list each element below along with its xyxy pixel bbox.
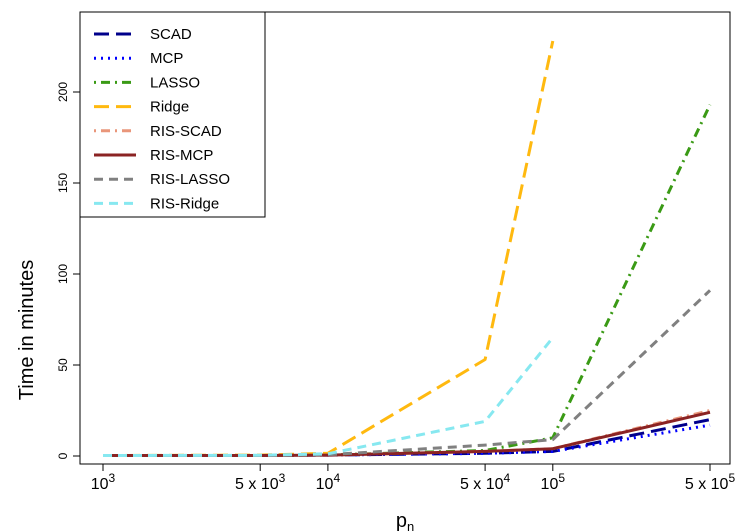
legend-label-mcp: MCP [150, 50, 183, 67]
legend-label-ris-mcp: RIS-MCP [150, 147, 213, 164]
y-axis-title: Time in minutes [16, 260, 38, 400]
x-tick-label-exp-0: 3 [109, 471, 116, 485]
x-axis-title-main: p [396, 510, 407, 532]
legend: SCAD MCP LASSO Ridge RIS-SCAD RIS-MCP RIS-LASS… [79, 11, 266, 218]
x-tick-label-base-2: 10 [316, 476, 334, 493]
x-tick-label-3: 5 x 104 [460, 471, 511, 493]
x-axis-title-subscript: n [407, 519, 414, 532]
x-tick-label-exp-1: 3 [279, 471, 286, 485]
series-line-mcp [103, 423, 711, 457]
legend-label-ris-lasso: RIS-LASSO [150, 171, 230, 188]
x-tick-label-0: 103 [91, 471, 116, 493]
y-tick-label-3: 150 [56, 173, 70, 193]
x-tick-label-1: 5 x 103 [235, 471, 286, 493]
y-tick-label-0: 0 [56, 452, 70, 459]
series-line-ris-lasso [103, 289, 712, 457]
x-tick-label-exp-5: 5 [728, 471, 735, 485]
x-tick-label-base-1: 5 x 10 [235, 476, 279, 493]
x-axis-title: pn [396, 510, 414, 532]
x-tick-label-2: 104 [316, 471, 341, 493]
x-tick-label-exp-2: 4 [333, 471, 340, 485]
legend-label-ris-ridge: RIS-Ridge [150, 195, 219, 212]
legend-label-scad: SCAD [150, 26, 192, 43]
x-tick-label-exp-4: 5 [558, 471, 565, 485]
x-tick-label-5: 5 x 105 [685, 471, 736, 493]
x-tick-label-4: 105 [541, 471, 566, 493]
y-tick-label-4: 200 [56, 82, 70, 102]
legend-label-ridge: Ridge [150, 99, 189, 116]
x-tick-label-base-5: 5 x 10 [685, 476, 729, 493]
legend-label-lasso: LASSO [150, 74, 200, 91]
x-tick-label-base-3: 5 x 10 [460, 476, 504, 493]
series-line-ris-mcp [103, 410, 711, 457]
x-tick-label-exp-3: 4 [504, 471, 511, 485]
series-line-ris-ridge [102, 336, 554, 457]
plot-frame [79, 11, 731, 465]
x-tick-label-base-0: 10 [91, 476, 109, 493]
x-tick-label-base-4: 10 [541, 476, 559, 493]
legend-label-ris-scad: RIS-SCAD [150, 123, 222, 140]
y-tick-label-2: 100 [56, 264, 70, 284]
series-layer [102, 40, 712, 457]
y-tick-label-1: 50 [56, 358, 70, 372]
legend-box [79, 11, 266, 218]
